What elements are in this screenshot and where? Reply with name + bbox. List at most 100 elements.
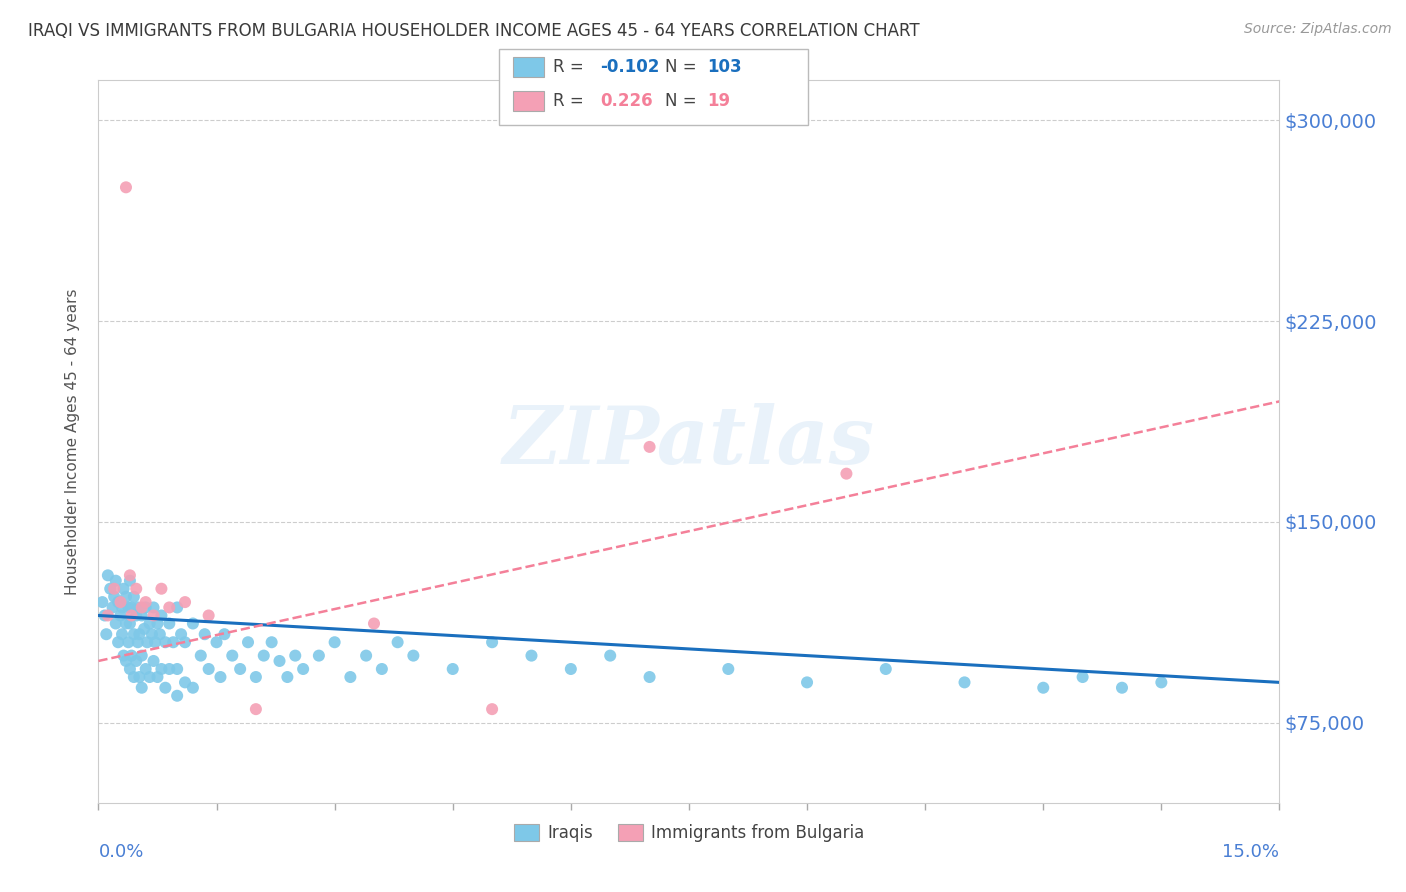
- Point: [441, 662, 464, 676]
- Point: [127, 600, 149, 615]
- Point: [276, 670, 298, 684]
- Point: [115, 616, 138, 631]
- Point: [104, 574, 127, 588]
- Point: [111, 627, 134, 641]
- Point: [146, 616, 169, 631]
- Point: [796, 675, 818, 690]
- Point: [97, 568, 120, 582]
- Point: [363, 616, 385, 631]
- Text: Source: ZipAtlas.com: Source: ZipAtlas.com: [1244, 22, 1392, 37]
- Point: [121, 608, 143, 623]
- Point: [520, 648, 543, 663]
- Text: 103: 103: [707, 58, 742, 76]
- Point: [209, 670, 232, 684]
- Point: [150, 662, 173, 676]
- Legend: Iraqis, Immigrants from Bulgaria: Iraqis, Immigrants from Bulgaria: [508, 817, 870, 848]
- Point: [135, 662, 157, 676]
- Point: [181, 681, 204, 695]
- Point: [115, 590, 138, 604]
- Point: [135, 595, 157, 609]
- Point: [166, 689, 188, 703]
- Point: [284, 648, 307, 663]
- Point: [142, 608, 165, 623]
- Point: [110, 595, 132, 609]
- Point: [149, 627, 172, 641]
- Text: IRAQI VS IMMIGRANTS FROM BULGARIA HOUSEHOLDER INCOME AGES 45 - 64 YEARS CORRELAT: IRAQI VS IMMIGRANTS FROM BULGARIA HOUSEH…: [28, 22, 920, 40]
- Point: [157, 662, 180, 676]
- Point: [115, 654, 138, 668]
- Point: [110, 608, 132, 623]
- Point: [122, 627, 145, 641]
- Point: [131, 608, 153, 623]
- Point: [197, 662, 219, 676]
- Point: [221, 648, 243, 663]
- Point: [107, 595, 129, 609]
- Text: N =: N =: [665, 58, 702, 76]
- Point: [135, 600, 157, 615]
- Point: [132, 622, 155, 636]
- Text: R =: R =: [553, 58, 589, 76]
- Point: [245, 670, 267, 684]
- Point: [205, 635, 228, 649]
- Point: [236, 635, 259, 649]
- Point: [190, 648, 212, 663]
- Point: [138, 670, 160, 684]
- Text: N =: N =: [665, 92, 702, 110]
- Point: [115, 180, 138, 194]
- Point: [150, 582, 173, 596]
- Point: [117, 635, 139, 649]
- Point: [174, 675, 197, 690]
- Point: [131, 681, 153, 695]
- Point: [354, 648, 377, 663]
- Point: [214, 627, 236, 641]
- Point: [1111, 681, 1133, 695]
- Text: ZIPatlas: ZIPatlas: [503, 403, 875, 480]
- Y-axis label: Householder Income Ages 45 - 64 years: Householder Income Ages 45 - 64 years: [65, 288, 80, 595]
- Point: [112, 648, 135, 663]
- Point: [481, 702, 503, 716]
- Point: [104, 616, 127, 631]
- Point: [93, 608, 115, 623]
- Text: 15.0%: 15.0%: [1222, 843, 1279, 861]
- Point: [131, 600, 153, 615]
- Point: [136, 635, 159, 649]
- Point: [143, 635, 166, 649]
- Point: [245, 702, 267, 716]
- Point: [323, 635, 346, 649]
- Point: [98, 582, 121, 596]
- Point: [1032, 681, 1054, 695]
- Point: [157, 600, 180, 615]
- Point: [125, 654, 148, 668]
- Point: [117, 600, 139, 615]
- Point: [96, 627, 118, 641]
- Point: [122, 670, 145, 684]
- Point: [717, 662, 740, 676]
- Point: [402, 648, 425, 663]
- Point: [157, 616, 180, 631]
- Point: [131, 648, 153, 663]
- Point: [174, 595, 197, 609]
- Point: [122, 590, 145, 604]
- Point: [111, 600, 134, 615]
- Point: [339, 670, 361, 684]
- Point: [638, 670, 661, 684]
- Point: [194, 627, 217, 641]
- Point: [103, 582, 125, 596]
- Point: [174, 635, 197, 649]
- Point: [155, 681, 177, 695]
- Point: [118, 616, 141, 631]
- Point: [91, 595, 114, 609]
- Point: [142, 600, 165, 615]
- Point: [387, 635, 409, 649]
- Point: [170, 627, 193, 641]
- Point: [150, 608, 173, 623]
- Point: [125, 608, 148, 623]
- Point: [560, 662, 582, 676]
- Point: [166, 600, 188, 615]
- Point: [953, 675, 976, 690]
- Point: [835, 467, 858, 481]
- Point: [481, 635, 503, 649]
- Point: [197, 608, 219, 623]
- Point: [107, 635, 129, 649]
- Point: [128, 627, 150, 641]
